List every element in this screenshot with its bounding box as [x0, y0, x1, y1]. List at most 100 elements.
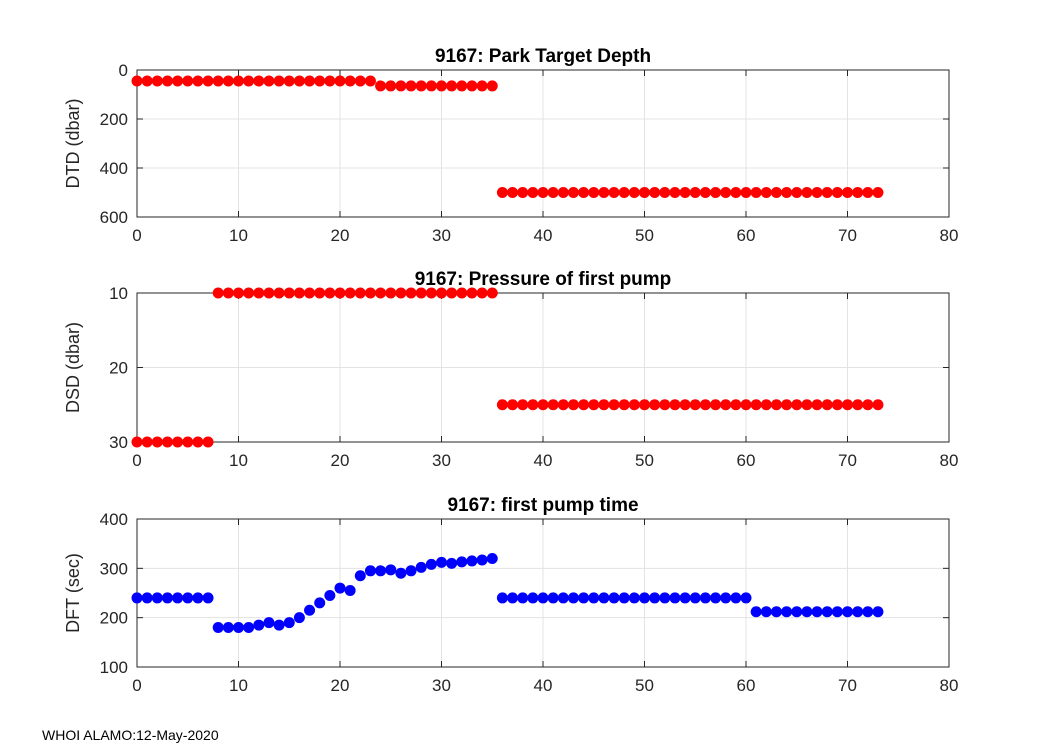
x-tick-label: 20	[331, 226, 350, 245]
data-point	[395, 567, 407, 579]
x-tick-label: 50	[635, 676, 654, 695]
data-point	[679, 592, 691, 604]
x-tick-label: 70	[838, 226, 857, 245]
data-point	[578, 399, 590, 411]
data-point	[527, 399, 539, 411]
data-point	[791, 399, 803, 411]
data-point	[598, 592, 610, 604]
x-tick-label: 50	[635, 226, 654, 245]
data-point	[182, 592, 194, 604]
data-point	[689, 187, 701, 198]
data-point	[659, 399, 671, 411]
axes-box	[136, 292, 950, 443]
data-point	[385, 564, 397, 576]
data-point	[659, 187, 671, 198]
data-point	[375, 80, 387, 92]
data-point	[791, 606, 803, 618]
data-point	[710, 592, 722, 604]
data-point	[151, 75, 163, 87]
chart-title: 9167: Pressure of first pump	[415, 269, 672, 290]
x-tick-label: 80	[940, 676, 959, 695]
data-point	[710, 399, 722, 411]
data-point	[172, 75, 184, 87]
data-point	[639, 399, 650, 411]
data-point	[263, 617, 275, 629]
data-point	[192, 436, 204, 448]
data-point	[720, 399, 732, 411]
data-point	[628, 399, 640, 411]
data-point	[182, 75, 194, 87]
data-point	[172, 436, 184, 448]
data-point	[862, 399, 874, 411]
data-point	[222, 287, 234, 299]
x-tick-label: 30	[432, 676, 451, 695]
data-point	[811, 399, 823, 411]
data-point	[476, 287, 488, 299]
data-point	[496, 187, 508, 198]
x-tick-label: 80	[940, 226, 959, 245]
data-point	[608, 399, 620, 411]
data-point	[283, 617, 295, 629]
data-point	[172, 592, 184, 604]
data-point	[436, 287, 447, 299]
x-tick-label: 60	[737, 451, 756, 470]
data-point	[334, 75, 346, 87]
x-tick-label: 50	[635, 451, 654, 470]
data-point	[293, 75, 305, 87]
x-tick-label: 30	[432, 226, 451, 245]
data-point	[852, 606, 864, 618]
chart-title: 9167: Park Target Depth	[435, 46, 651, 67]
x-tick-label: 20	[331, 676, 350, 695]
data-point	[293, 612, 305, 624]
data-point	[527, 592, 539, 604]
data-point	[385, 80, 397, 92]
data-point	[253, 287, 265, 299]
data-point	[456, 287, 468, 299]
data-point	[141, 436, 153, 448]
data-point	[507, 399, 519, 411]
data-point	[212, 287, 224, 299]
data-point	[801, 606, 813, 618]
data-point	[811, 187, 823, 198]
data-point	[466, 287, 478, 299]
data-point	[537, 399, 549, 411]
data-point	[567, 592, 579, 604]
y-tick-label: 400	[100, 159, 128, 178]
data-point	[324, 287, 336, 299]
data-point	[821, 187, 833, 198]
data-point	[344, 585, 356, 597]
data-point	[750, 399, 762, 411]
data-point	[364, 75, 376, 87]
data-point	[507, 592, 519, 604]
data-point	[446, 557, 458, 569]
data-point	[517, 592, 529, 604]
y-tick-label: 30	[109, 433, 128, 452]
data-point	[273, 619, 285, 631]
data-point	[253, 75, 265, 87]
data-point	[486, 287, 498, 299]
x-tick-label: 40	[534, 226, 553, 245]
data-point	[456, 556, 468, 568]
data-point	[395, 287, 407, 299]
data-point	[821, 399, 833, 411]
data-point	[425, 80, 437, 92]
data-point	[456, 80, 468, 92]
data-point	[425, 558, 437, 570]
data-point	[862, 187, 874, 198]
y-tick-label: 600	[100, 208, 128, 227]
x-tick-label: 10	[229, 451, 248, 470]
data-point	[517, 187, 529, 198]
data-point	[314, 287, 326, 299]
data-point	[567, 399, 579, 411]
data-point	[628, 187, 640, 198]
data-point	[811, 606, 823, 618]
data-point	[801, 187, 813, 198]
data-point	[781, 399, 793, 411]
chart-panel-3: 0 10 20 30 40 50 60 70 80 100 200 300 400 9167: first…	[63, 495, 958, 695]
data-point	[161, 592, 173, 604]
data-point	[446, 80, 458, 92]
y-axis-label: DTD (dbar)	[63, 98, 83, 188]
y-axis-label: DFT (sec)	[63, 553, 83, 633]
x-tick-label: 60	[737, 676, 756, 695]
data-point	[862, 606, 874, 618]
